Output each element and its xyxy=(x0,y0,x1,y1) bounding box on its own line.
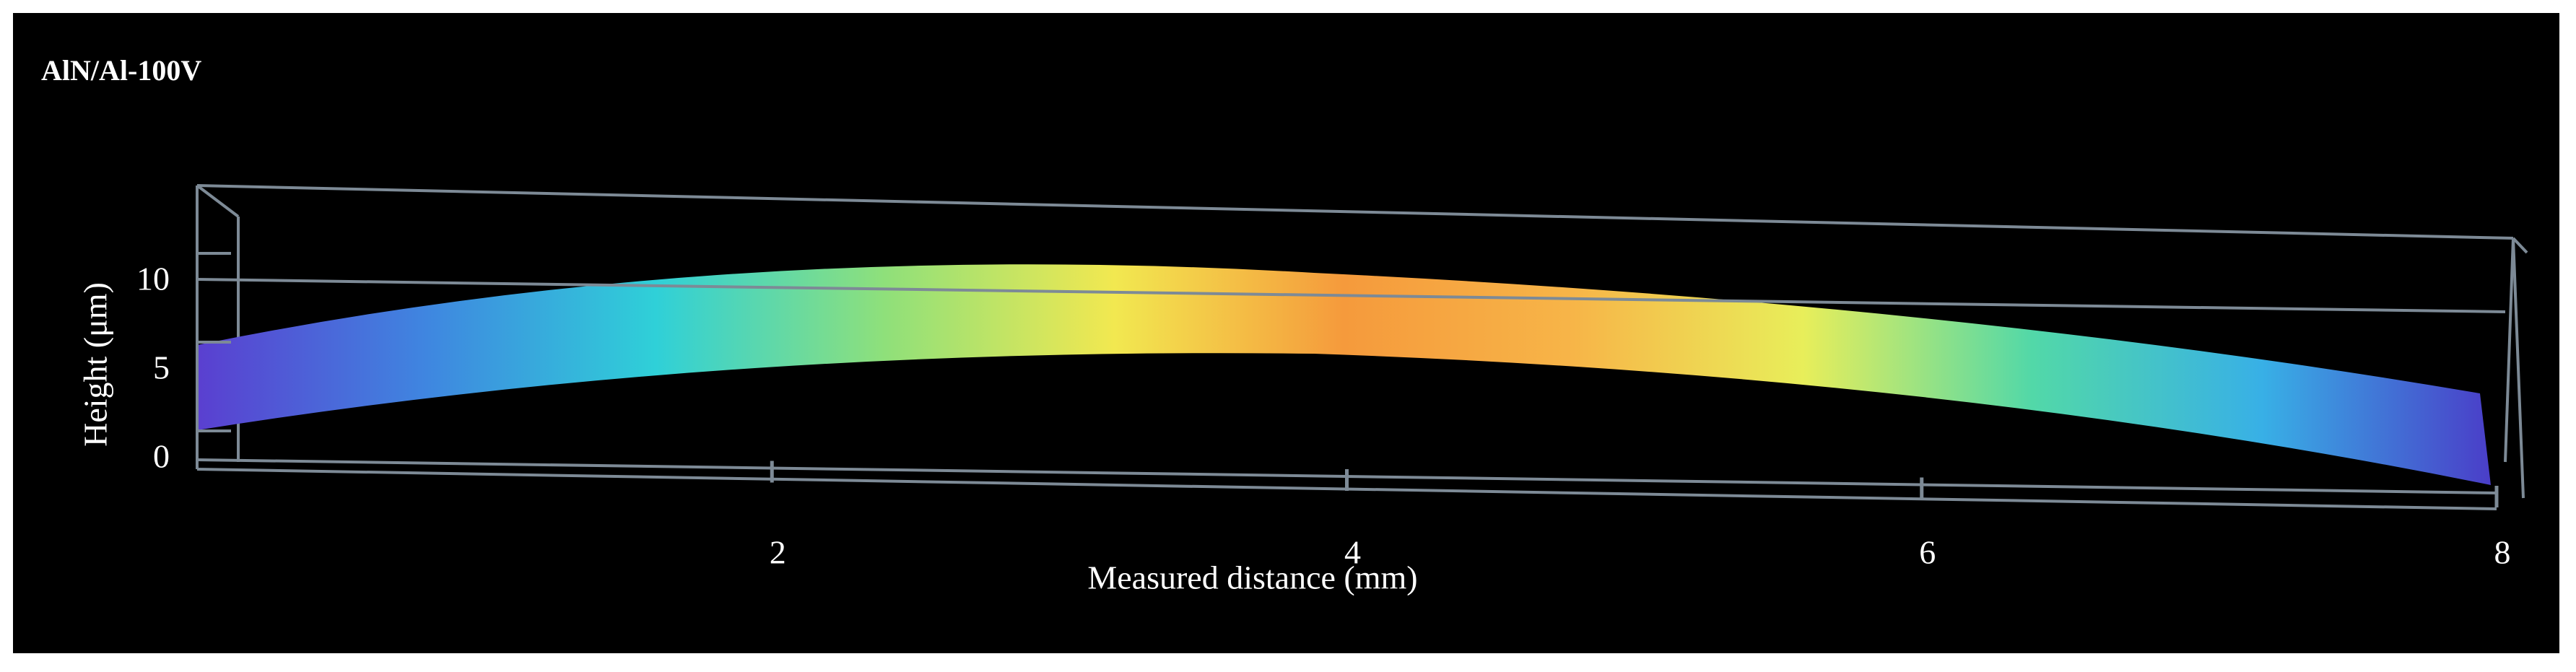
y-tick-label: 0 xyxy=(153,438,170,475)
height-surface xyxy=(197,264,2491,485)
chart-title: AlN/Al-100V xyxy=(41,54,201,87)
x-tick-label: 6 xyxy=(1919,534,1936,571)
x-tick-label: 2 xyxy=(770,534,786,571)
x-tick-label: 8 xyxy=(2494,534,2511,571)
x-axis-label: Measured distance (mm) xyxy=(1087,559,1417,596)
y-tick-label: 10 xyxy=(136,261,170,297)
x-tick-label: 4 xyxy=(1344,534,1361,571)
y-axis-label: Height (μm) xyxy=(77,282,114,447)
y-tick-label: 5 xyxy=(153,349,170,386)
